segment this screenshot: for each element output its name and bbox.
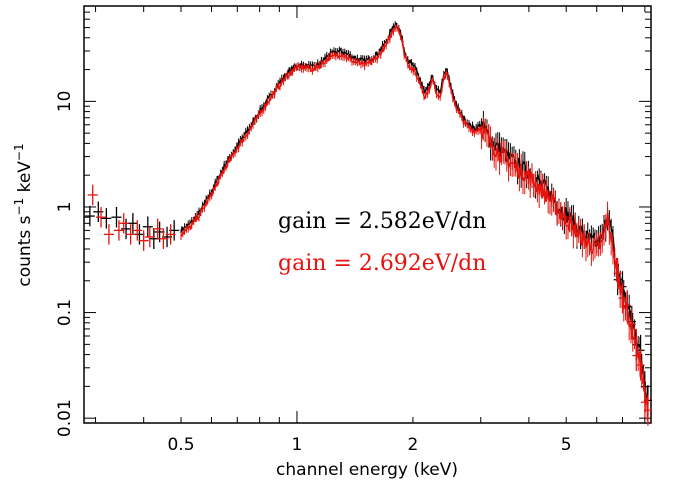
y-axis-label-exp1: −1 [12, 198, 26, 216]
x-tick-label: 1 [292, 435, 303, 455]
y-tick-label: 0.01 [55, 399, 75, 437]
series-line [180, 26, 649, 410]
x-tick-labels: 0.5 1 2 5 [167, 435, 571, 455]
annotation-black: gain = 2.582eV/dn [278, 209, 486, 234]
y-tick-label: 1 [55, 202, 75, 213]
x-axis-label: channel energy (keV) [276, 460, 458, 480]
annotation-red: gain = 2.692eV/dn [278, 251, 486, 276]
y-axis-label-unit: keV [15, 161, 35, 198]
y-tick-label: 10 [55, 91, 75, 113]
low-energy-points-black [84, 201, 180, 249]
low-energy-points-red [87, 184, 176, 251]
series-layer [84, 21, 652, 426]
y-axis-label-exp2: −1 [12, 143, 26, 161]
plot-frame [83, 5, 652, 424]
y-axis-label-main: counts s [15, 215, 35, 286]
x-tick-label: 5 [561, 435, 572, 455]
y-tick-labels: 0.01 0.1 1 10 [55, 91, 75, 438]
series-1 [180, 24, 652, 426]
y-tick-label: 0.1 [55, 299, 75, 326]
x-tick-label: 2 [408, 435, 419, 455]
x-tick-label: 0.5 [167, 435, 194, 455]
y-axis-label: counts s−1 keV−1 [12, 143, 35, 286]
axis-ticks [84, 5, 651, 424]
